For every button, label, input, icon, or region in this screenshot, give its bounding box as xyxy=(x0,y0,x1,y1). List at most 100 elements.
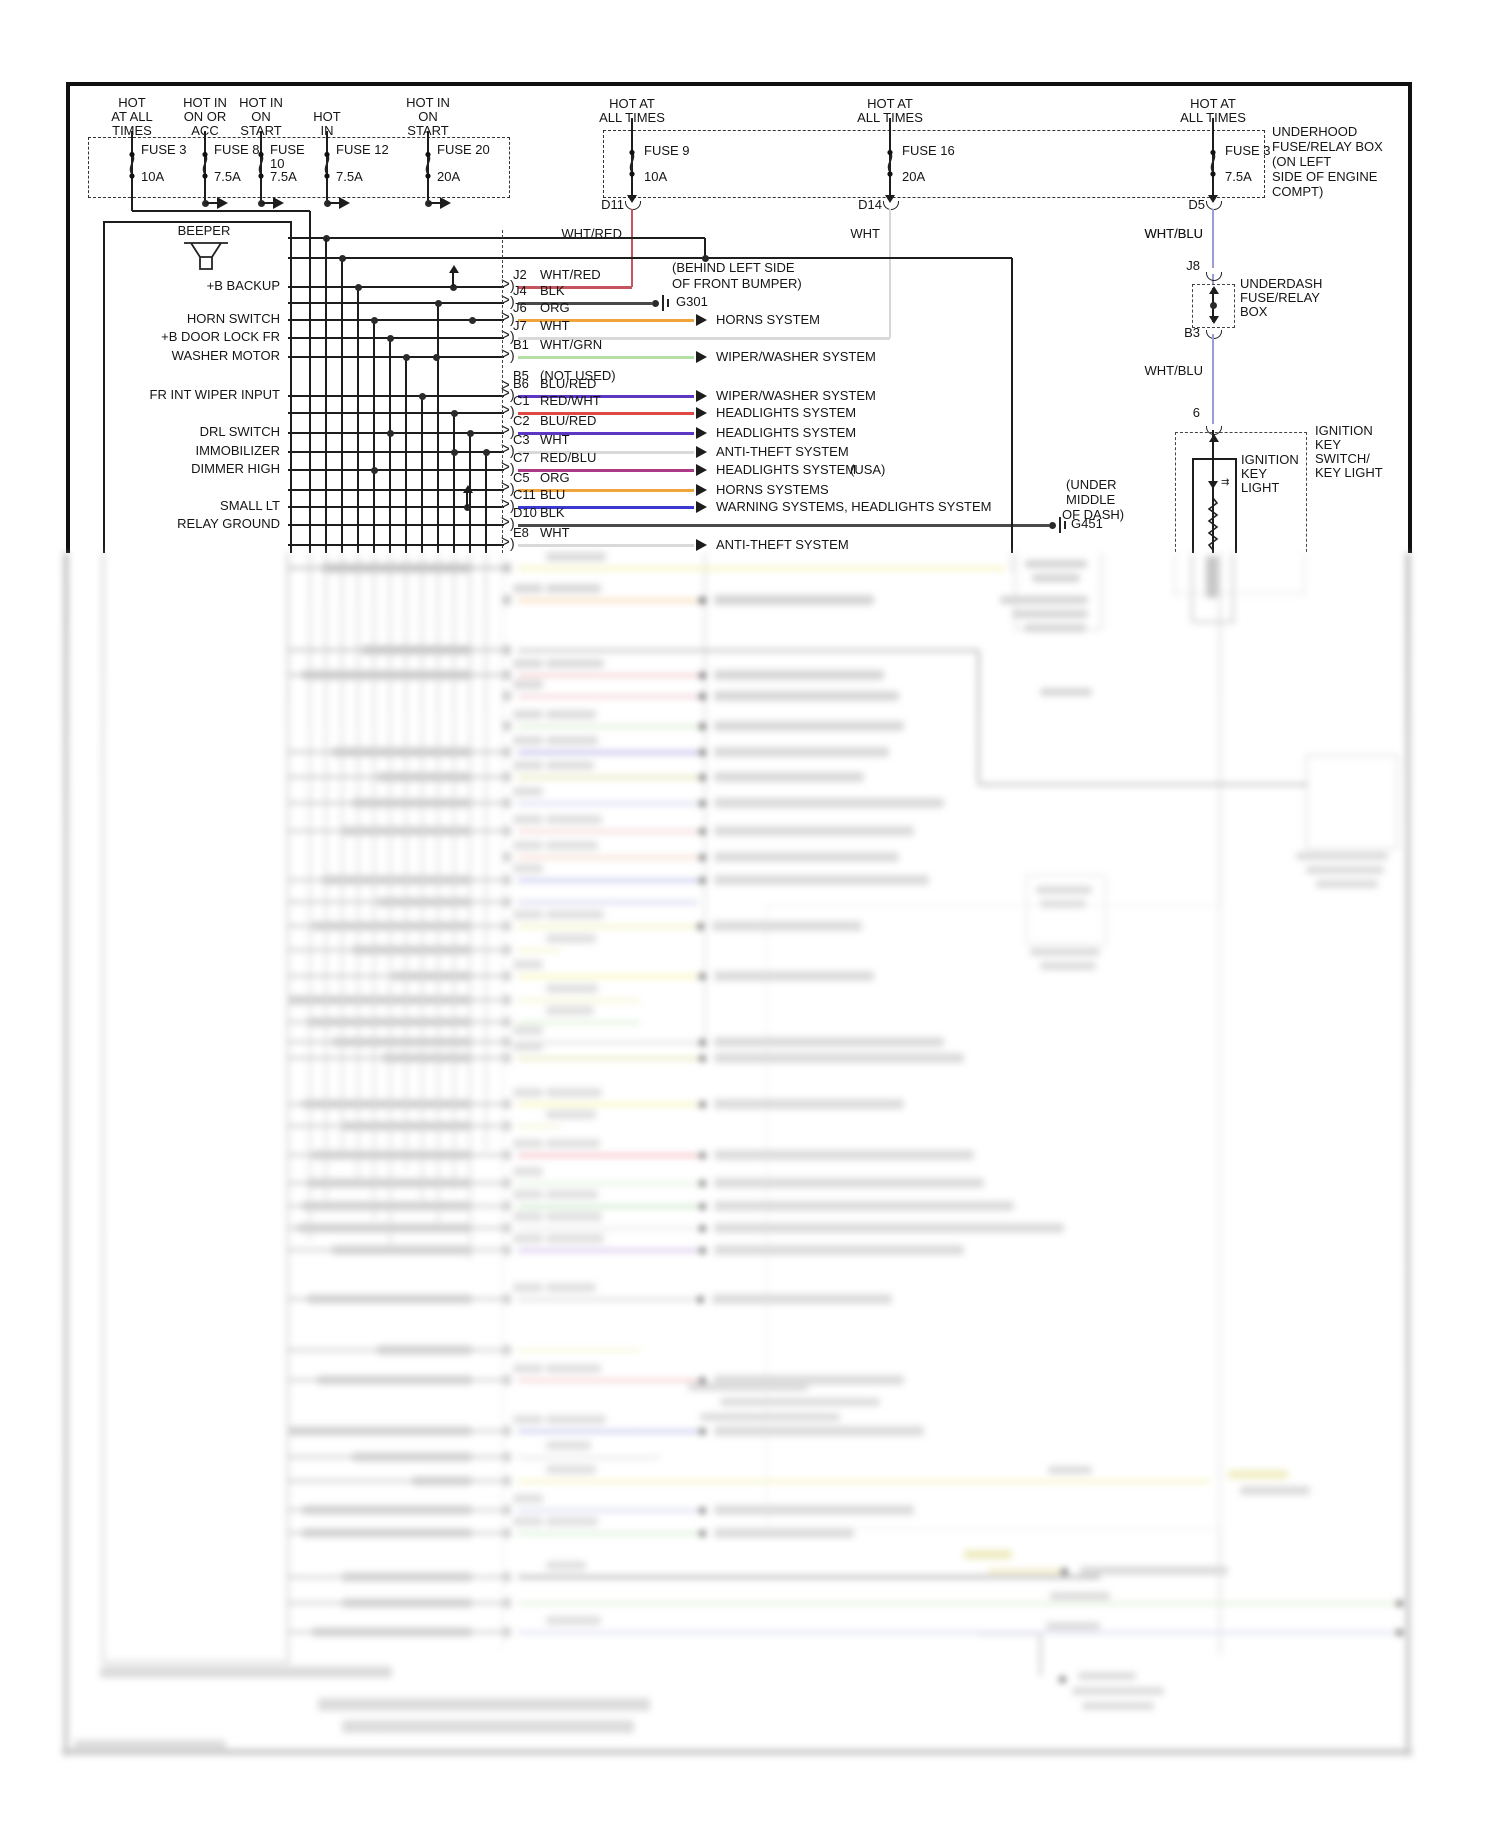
wire-line xyxy=(518,1297,696,1301)
label-smudge xyxy=(714,1426,924,1436)
label-smudge xyxy=(503,1053,511,1063)
label-smudge xyxy=(503,1505,511,1515)
label-smudge xyxy=(714,1223,1064,1233)
wire-line xyxy=(518,1124,560,1128)
junction-dot xyxy=(698,1529,706,1537)
pin-bracket-icon: > xyxy=(501,477,510,498)
wire-line xyxy=(309,211,311,553)
wire-line xyxy=(64,553,68,1756)
label-smudge xyxy=(546,1441,591,1450)
wire-line xyxy=(518,285,632,289)
underdash-label-line: UNDERDASH xyxy=(1240,276,1323,291)
wire-line xyxy=(469,433,471,553)
label-smudge xyxy=(1228,1470,1288,1479)
wire-line xyxy=(888,209,892,338)
page-border-left xyxy=(66,82,70,553)
wire-color-label: BLK xyxy=(540,283,565,298)
wire-line xyxy=(518,1479,1210,1483)
ignition-key-switch-line: KEY xyxy=(1315,437,1342,452)
label-smudge xyxy=(964,1550,1012,1559)
pin-id-label: D10 xyxy=(513,505,537,520)
label-smudge xyxy=(513,787,543,796)
junction-dot xyxy=(1395,1628,1403,1636)
pin-bracket-icon: > xyxy=(501,383,510,404)
pin-bracket-icon: ) xyxy=(510,293,515,309)
component-box xyxy=(766,905,1221,1529)
wire-line xyxy=(889,118,891,197)
g451-note-line: MIDDLE xyxy=(1066,492,1116,507)
wire-line xyxy=(518,1056,698,1060)
label-smudge xyxy=(1046,1622,1100,1630)
label-smudge xyxy=(503,747,511,757)
fuse-amps-label: 7.5A xyxy=(214,169,241,184)
wire-line xyxy=(1212,458,1214,553)
page-border-top xyxy=(66,82,1412,86)
wire-line xyxy=(518,924,696,928)
fuse-amps-label: 20A xyxy=(437,169,461,184)
pin-bracket-icon: > xyxy=(501,307,510,328)
wire-line xyxy=(261,202,273,204)
label-smudge xyxy=(503,945,511,955)
label-smudge xyxy=(546,1139,600,1148)
wire-color-label: WHT xyxy=(540,432,570,447)
wire-color-label: RED/WHT xyxy=(540,393,601,408)
pin-bracket-icon: ) xyxy=(510,328,515,344)
pin-bracket-icon: ) xyxy=(510,442,515,458)
wire-line xyxy=(288,830,503,832)
power-source-label: ON OR xyxy=(183,109,227,124)
label-smudge xyxy=(714,1505,914,1515)
wire-line xyxy=(437,553,439,1230)
label-smudge xyxy=(1082,1702,1154,1710)
fuse-name-label: FUSE 9 xyxy=(644,143,690,158)
arrow-right-icon xyxy=(696,464,707,476)
wire-color-label: WHT/GRN xyxy=(540,337,603,352)
wire-line xyxy=(288,1227,503,1229)
wire-line xyxy=(518,998,640,1002)
underhood-note-line: SIDE OF ENGINE xyxy=(1272,169,1378,184)
label-smudge xyxy=(546,761,594,770)
wire-line xyxy=(1192,621,1235,623)
junction-dot xyxy=(402,353,410,361)
label-smudge xyxy=(1040,688,1092,696)
wire-line xyxy=(1212,118,1214,197)
junction-dot xyxy=(698,799,706,807)
wire-line xyxy=(288,524,504,526)
label-smudge xyxy=(1036,886,1092,894)
power-source-label: HOT IN xyxy=(183,95,227,110)
label-smudge xyxy=(714,691,899,701)
wire-line xyxy=(518,694,698,698)
pin-id-label: J6 xyxy=(513,300,527,315)
wire-line xyxy=(357,287,359,553)
arrow-right-icon xyxy=(696,484,707,496)
wire-color-label: RED/BLU xyxy=(540,450,597,465)
pin-bracket-icon: ) xyxy=(510,386,515,402)
arrow-right-icon xyxy=(217,197,228,209)
pin-id-label: B6 xyxy=(513,376,529,391)
wire-line xyxy=(518,355,694,359)
wire-line xyxy=(288,879,503,881)
label-smudge xyxy=(503,1528,511,1538)
pin-bracket-icon: ) xyxy=(510,310,515,326)
label-smudge xyxy=(503,1099,511,1109)
label-smudge xyxy=(513,1283,543,1292)
label-smudge xyxy=(503,1476,511,1486)
label-smudge xyxy=(546,910,604,919)
wire-line xyxy=(405,553,407,1170)
junction-dot xyxy=(432,353,440,361)
wire-line xyxy=(288,999,503,1001)
fuse-name-label: FUSE 12 xyxy=(336,142,389,157)
junction-dot xyxy=(1048,521,1056,529)
label-smudge xyxy=(714,875,929,885)
connector-label-j8: J8 xyxy=(1186,258,1200,273)
g301-note-line: (BEHIND LEFT SIDE xyxy=(672,260,795,275)
label-smudge xyxy=(546,736,598,745)
underdash-label-line: FUSE/RELAY xyxy=(1240,290,1320,305)
wire-line xyxy=(373,320,375,553)
pin-bracket-icon: > xyxy=(501,439,510,460)
junction-dot xyxy=(1060,1567,1068,1575)
wire-line xyxy=(341,553,343,1160)
system-link-label: HEADLIGHTS SYSTEM xyxy=(716,425,857,440)
wire-line xyxy=(288,506,504,508)
wire-color-label: BLU xyxy=(540,487,566,502)
arrow-up-icon xyxy=(463,485,473,493)
